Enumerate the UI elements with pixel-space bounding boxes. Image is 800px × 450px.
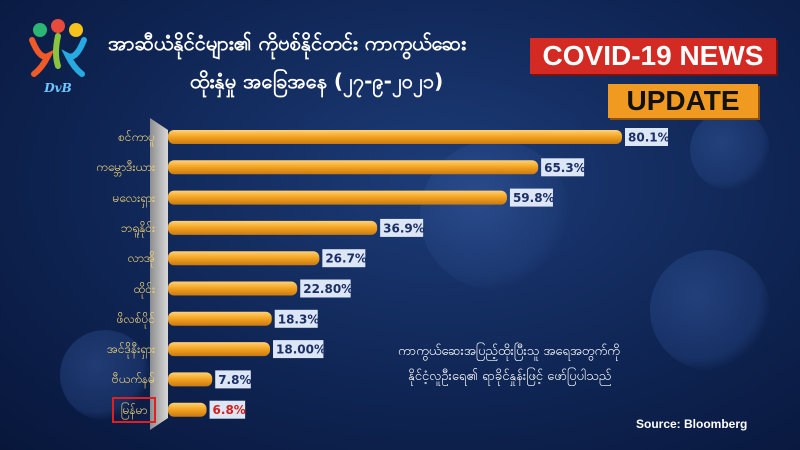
- value-label-5: 22.80%: [303, 282, 353, 296]
- chart-title-line1: အာဆီယံနိုင်ငံများ၏ ကိုဗစ်နိုင်တင်း ကာကွယ…: [108, 31, 467, 55]
- value-label-box-6: [274, 309, 318, 328]
- value-label-box-1: [541, 158, 585, 177]
- background-virus-shape: [650, 250, 770, 370]
- category-label-5: ထိုင်း: [133, 281, 155, 296]
- value-label-box-2: [509, 188, 553, 207]
- bar-1: [168, 160, 539, 175]
- value-label-6: 18.3%: [278, 312, 320, 326]
- bar-4: [168, 251, 320, 266]
- bar-8: [168, 372, 213, 387]
- chart-axis-wall: [150, 118, 168, 430]
- chart-note-line2: နိုင်ငံ့လူဦးရေ၏ ရာခိုင်နှုန်းဖြင့် ဖော်ပ…: [408, 369, 612, 384]
- bar-5: [168, 281, 298, 296]
- value-label-4: 26.7%: [325, 252, 367, 266]
- category-label-7: အင်ဒိုနီးရှား: [106, 342, 155, 357]
- value-label-box-8: [215, 370, 251, 389]
- value-label-box-3: [380, 218, 424, 237]
- category-label-1: ကမ္ဘောဒီးယား: [96, 160, 155, 175]
- value-label-box-9: [209, 400, 246, 419]
- bar-9: [168, 402, 207, 417]
- dvb-logo: DvB: [29, 19, 87, 95]
- value-label-1: 65.3%: [544, 161, 586, 175]
- value-label-box-4: [322, 249, 366, 268]
- value-label-0: 80.1%: [628, 131, 670, 145]
- update-badge: UPDATE: [608, 84, 758, 118]
- background-virus-shape: [60, 330, 150, 420]
- value-label-box-7: [273, 340, 324, 359]
- category-label-4: လာအို: [127, 251, 155, 266]
- category-label-0: စင်ကာပူ: [118, 130, 155, 144]
- value-label-7: 18.00%: [276, 343, 326, 357]
- bar-7: [168, 342, 271, 357]
- value-label-8: 7.8%: [218, 373, 251, 387]
- category-label-8: ဗီယက်နမ်: [111, 372, 155, 387]
- bar-0: [168, 130, 622, 144]
- value-label-2: 59.8%: [513, 191, 555, 205]
- bar-6: [168, 311, 272, 326]
- category-label-3: ဘရူနိုင်း: [120, 220, 155, 235]
- value-label-box-5: [300, 279, 351, 298]
- source-credit: Source: Bloomberg: [636, 417, 748, 431]
- bar-3: [168, 220, 378, 235]
- category-label-6: ဖိလစ်ပိုင်: [116, 311, 155, 326]
- chart-note-line1: ကာကွယ်ဆေးအပြည့်ထိုးပြီးသူ အရေအတွက်ကို: [398, 344, 620, 359]
- category-label-9: မြန်မာ: [112, 396, 156, 423]
- category-label-2: မလေးရှား: [112, 190, 155, 205]
- bar-2: [168, 190, 507, 205]
- background-virus-shape: [690, 110, 770, 190]
- value-label-box-0: [625, 128, 668, 146]
- chart-title-line2: ထိုးနှံမှု အခြေအနေ (၂၇-၉-၂၀၂၁): [190, 69, 444, 93]
- value-label-9: 6.8%: [213, 403, 246, 417]
- value-label-3: 36.9%: [383, 221, 425, 235]
- logo-text: DvB: [43, 81, 72, 95]
- covid-news-badge: COVID-19 NEWS: [530, 38, 776, 74]
